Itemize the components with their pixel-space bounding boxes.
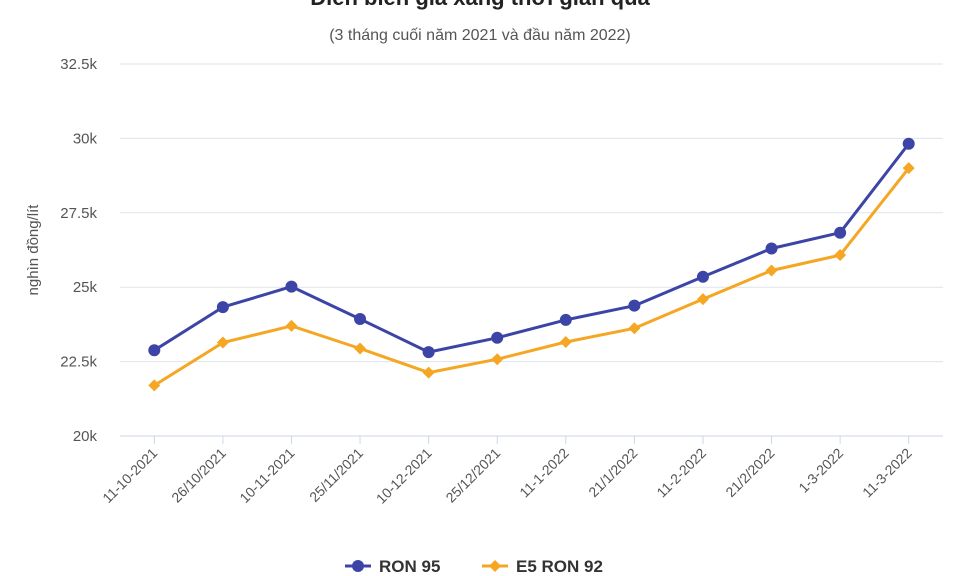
x-tick-label: 11-3-2022 [859, 445, 915, 501]
legend-label: RON 95 [379, 557, 440, 576]
y-tick-label: 20k [73, 428, 98, 445]
data-point[interactable] [559, 313, 572, 326]
x-tick-label: 21/1/2022 [585, 445, 641, 501]
series-2 [148, 162, 915, 392]
grid-lines [120, 63, 943, 437]
data-point[interactable] [902, 137, 915, 150]
data-point[interactable] [491, 353, 504, 366]
series-line [153, 142, 910, 354]
y-tick-label: 27.5k [60, 205, 97, 222]
x-tick-label: 25/12/2021 [442, 445, 503, 506]
data-point[interactable] [765, 264, 778, 277]
data-point[interactable] [559, 335, 572, 348]
y-tick-label: 32.5k [60, 56, 97, 73]
legend-label: E5 RON 92 [516, 557, 603, 576]
x-tick-label: 21/2/2022 [722, 445, 778, 501]
data-point[interactable] [285, 280, 298, 293]
data-point[interactable] [696, 270, 709, 283]
legend-marker [352, 560, 364, 572]
y-tick-label: 25k [73, 279, 98, 296]
x-tick-label: 11-10-2021 [99, 445, 160, 506]
legend-marker [489, 560, 501, 572]
data-point[interactable] [628, 299, 641, 312]
legend[interactable]: RON 95 E5 RON 92 [345, 557, 603, 576]
x-tick-label: 11-2-2022 [653, 445, 709, 501]
y-tick-label: 22.5k [60, 354, 97, 371]
legend-item-1[interactable]: RON 95 [345, 557, 440, 576]
y-axis-label: nghìn đồng/lít [25, 204, 42, 296]
data-point[interactable] [628, 322, 641, 335]
x-tick-label: 11-1-2022 [516, 445, 572, 501]
x-tick-label: 1-3-2022 [795, 445, 846, 496]
x-tick-label: 10-12-2021 [373, 445, 435, 507]
data-point[interactable] [148, 344, 161, 357]
chart-title: Diễn biến giá xăng thời gian qua [310, 0, 650, 10]
data-point[interactable] [216, 336, 229, 349]
legend-item-2[interactable]: E5 RON 92 [482, 557, 603, 576]
data-point[interactable] [285, 319, 298, 332]
data-point[interactable] [422, 366, 435, 379]
x-axis-ticks: 11-10-2021 26/10/2021 10-11-2021 25/11/2021… [99, 436, 915, 507]
data-point[interactable] [422, 346, 435, 359]
x-tick-label: 25/11/2021 [306, 445, 366, 505]
data-point[interactable] [834, 249, 847, 262]
data-point[interactable] [491, 331, 504, 344]
series-line [153, 167, 910, 387]
data-point[interactable] [354, 313, 367, 326]
series-1 [148, 137, 915, 359]
x-tick-label: 10-11-2021 [236, 445, 297, 506]
data-point[interactable] [216, 301, 229, 314]
x-tick-label: 26/10/2021 [168, 445, 229, 506]
data-point[interactable] [834, 226, 847, 239]
chart-subtitle: (3 tháng cuối năm 2021 và đầu năm 2022) [329, 27, 631, 44]
series-group [148, 137, 915, 392]
y-axis-ticks: 20k 22.5k 25k 27.5k 30k 32.5k [60, 56, 97, 445]
y-tick-label: 30k [73, 130, 98, 147]
data-point[interactable] [765, 242, 778, 255]
data-point[interactable] [148, 379, 161, 392]
data-point[interactable] [354, 342, 367, 355]
data-point[interactable] [902, 162, 915, 175]
data-point[interactable] [696, 293, 709, 306]
